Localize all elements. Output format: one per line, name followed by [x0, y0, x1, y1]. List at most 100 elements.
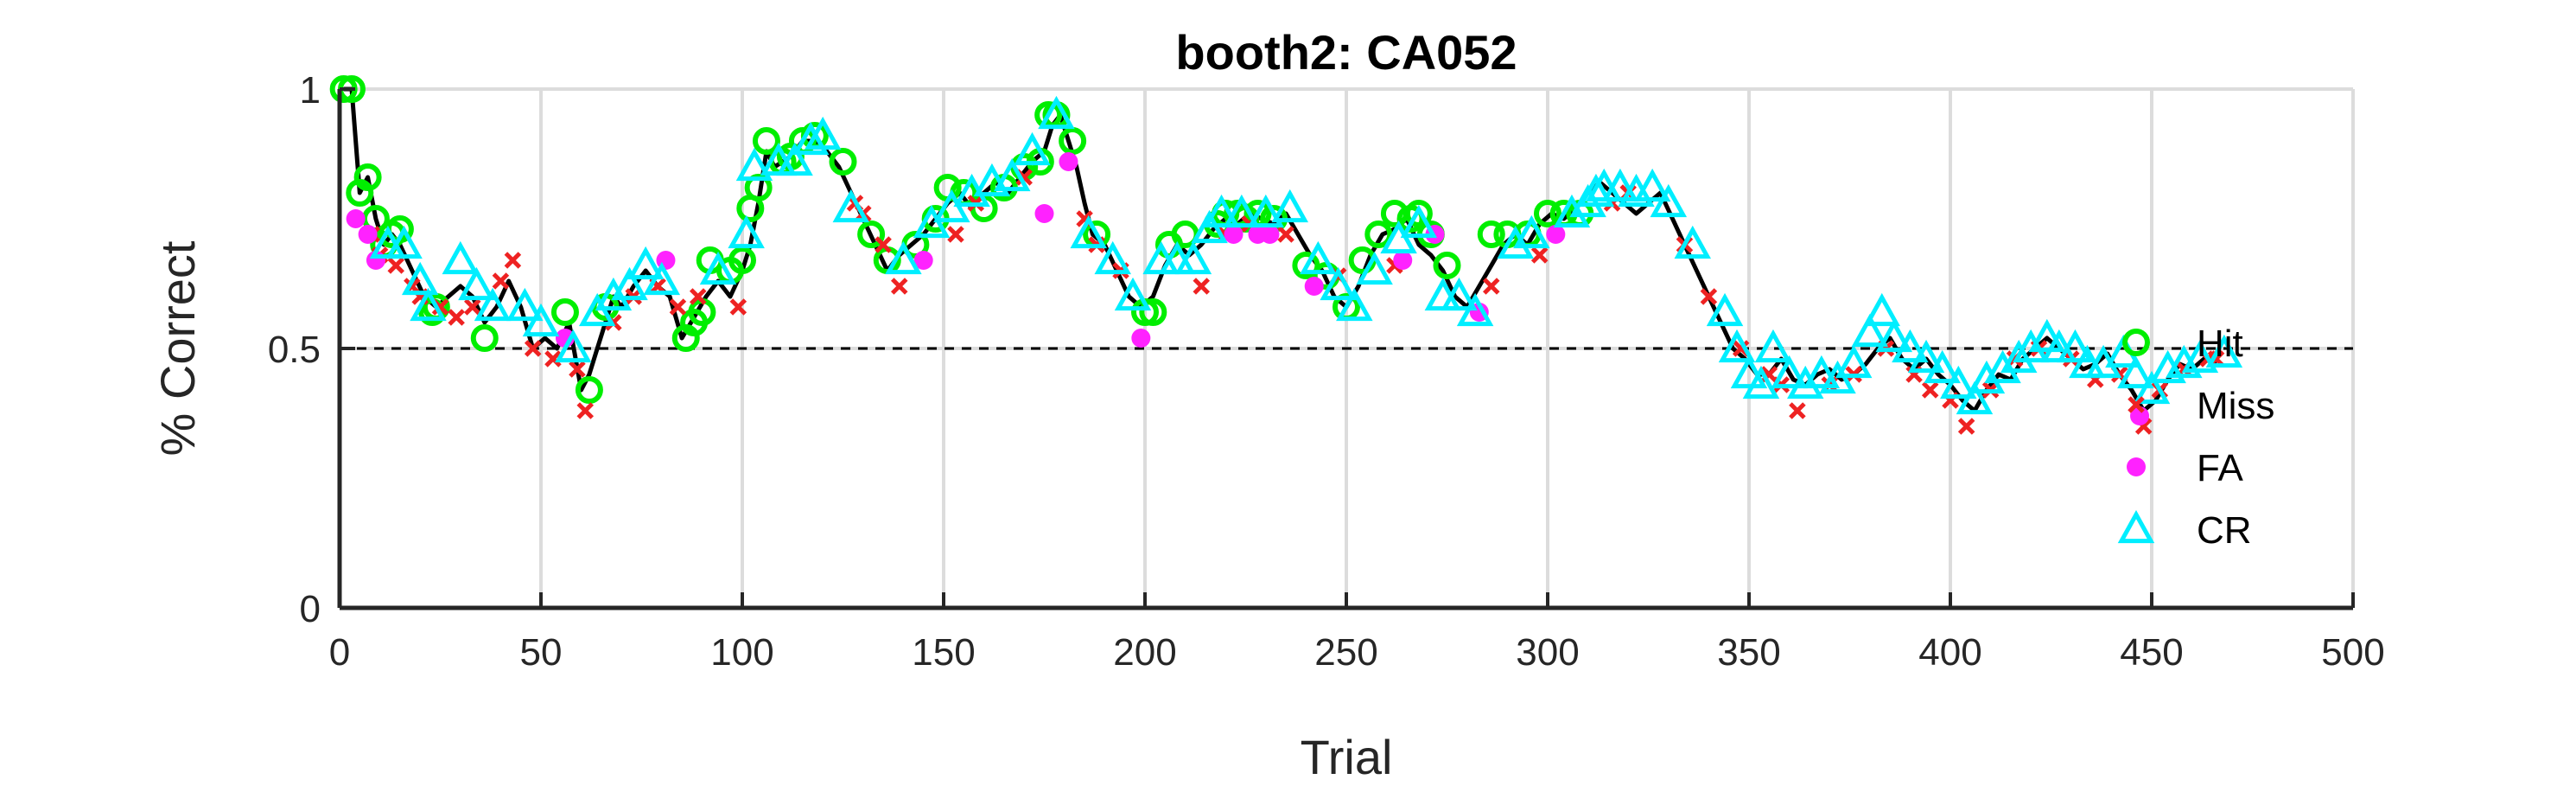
hit-point — [1059, 127, 1087, 155]
cr-point — [804, 116, 842, 150]
legend-marker-miss — [2128, 396, 2145, 413]
cr-point — [2117, 355, 2154, 389]
x-tick-label: 450 — [2120, 631, 2183, 674]
cr-point — [611, 266, 648, 301]
cr-point — [1742, 365, 1780, 399]
cr-point — [1247, 194, 1285, 228]
cr-point — [1356, 251, 1393, 285]
cr-point — [1718, 329, 1756, 363]
hit-point — [1534, 200, 1562, 227]
cr-point — [1300, 240, 1337, 275]
fa-point — [358, 225, 378, 244]
cr-point — [1786, 365, 1824, 399]
cr-point — [993, 157, 1031, 192]
cr-point — [555, 329, 592, 363]
cr-point — [1674, 225, 1712, 259]
miss-point — [947, 226, 964, 243]
miss-point — [1530, 246, 1549, 264]
fa-point — [1224, 225, 1243, 244]
hit-point — [857, 220, 886, 248]
cr-point — [1553, 194, 1591, 228]
cr-point — [1940, 365, 1977, 399]
legend-marker-hit — [2122, 329, 2150, 356]
miss-point — [569, 361, 586, 378]
cr-point — [792, 121, 830, 156]
cr-point — [2057, 329, 2094, 363]
cr-point — [1577, 173, 1615, 208]
series-fa — [346, 152, 2150, 425]
cr-point — [2133, 370, 2171, 405]
legend-item-fa: FA — [2127, 447, 2243, 489]
hit-point — [1404, 200, 1433, 227]
miss-point — [492, 272, 510, 290]
miss-point — [1921, 381, 1939, 399]
cr-point — [1400, 204, 1438, 239]
cr-point — [1924, 349, 1961, 384]
fa-point — [1260, 225, 1280, 244]
cr-point — [699, 251, 737, 285]
cr-point — [728, 214, 765, 249]
series-cr — [369, 95, 2243, 415]
x-tick-label: 400 — [1918, 631, 1981, 674]
cr-point — [1038, 95, 1075, 130]
x-tick-label: 50 — [520, 631, 563, 674]
hit-point — [550, 298, 579, 326]
cr-point — [2000, 339, 2038, 374]
cr-point — [1380, 220, 1417, 254]
miss-point — [524, 340, 542, 357]
cr-point — [1114, 277, 1152, 311]
fa-point — [1393, 251, 1413, 270]
cr-point — [1191, 209, 1228, 244]
hit-point — [575, 376, 603, 404]
cr-point — [474, 287, 512, 322]
cr-point — [1907, 339, 1945, 374]
fa-point — [913, 251, 933, 270]
tick-labels: 0 50 100 150 200 250 300 350 400 450 500 0 0.5 1 — [268, 69, 2385, 674]
miss-point — [544, 350, 562, 367]
hit-point — [829, 148, 857, 176]
fa-point — [346, 209, 366, 228]
miss-point — [689, 288, 707, 305]
hit-point — [752, 127, 780, 155]
x-tick-label: 150 — [912, 631, 975, 674]
miss-point — [1277, 226, 1294, 243]
cr-point — [973, 163, 1011, 197]
x-tick-label: 350 — [1717, 631, 1780, 674]
cr-point — [1456, 292, 1494, 327]
markers — [329, 75, 2243, 435]
cr-point — [1892, 329, 1929, 363]
cr-point — [776, 142, 813, 176]
cr-point — [1730, 355, 1768, 389]
miss-point — [504, 252, 522, 269]
fa-point — [2130, 406, 2150, 425]
miss-point — [1482, 278, 1500, 295]
cr-point — [1875, 318, 1913, 353]
cr-point — [1706, 292, 1744, 327]
cr-point — [1851, 313, 1889, 348]
cr-point — [1441, 277, 1478, 311]
cr-point — [595, 277, 633, 311]
series-miss — [363, 169, 2225, 435]
fa-point — [1059, 152, 1078, 171]
miss-point — [1957, 418, 1975, 435]
cr-point — [913, 204, 951, 239]
fa-point — [1304, 277, 1324, 296]
cr-point — [1174, 240, 1212, 275]
miss-point — [875, 236, 892, 253]
cr-point — [1650, 183, 1688, 218]
cr-point — [1320, 266, 1357, 301]
miss-point — [387, 257, 405, 274]
cr-point — [643, 261, 681, 296]
miss-point — [1700, 288, 1718, 305]
x-tick-label: 200 — [1113, 631, 1176, 674]
y-tick-label: 0 — [300, 588, 321, 630]
y-tick-label: 1 — [300, 69, 321, 112]
cr-point — [1984, 349, 2021, 384]
cr-point — [1863, 292, 1901, 327]
cr-point — [1956, 380, 1994, 415]
cr-point — [1513, 214, 1550, 249]
x-tick-label: 500 — [2321, 631, 2384, 674]
legend-item-hit: Hit — [2122, 323, 2243, 365]
